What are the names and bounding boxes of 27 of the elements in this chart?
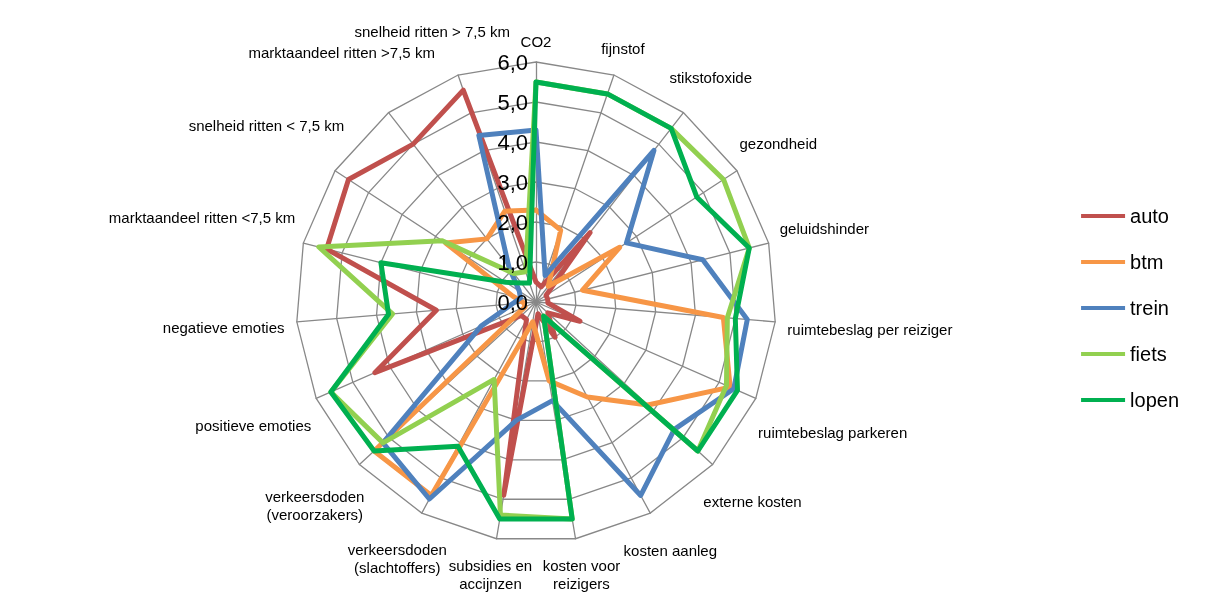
y-tick-label: 4,0: [497, 129, 528, 155]
spoke-label: kosten voor reizigers: [542, 556, 621, 592]
spoke-label: kosten aanleg: [623, 541, 717, 559]
legend-label: lopen: [1130, 389, 1179, 411]
y-tick-label: 6,0: [497, 49, 528, 75]
spoke-label: snelheid ritten < 7,5 km: [188, 117, 345, 135]
spoke-label: stikstofoxide: [669, 69, 752, 87]
y-tick-label: 5,0: [497, 89, 528, 115]
spoke-label: snelheid ritten > 7,5 km: [354, 23, 511, 41]
spoke-label: marktaandeel ritten >7,5 km: [248, 43, 435, 61]
spoke-label: verkeersdoden (slachtoffers): [347, 540, 447, 576]
spoke-label: gezondheid: [739, 135, 818, 153]
legend-label: trein: [1130, 297, 1169, 319]
spoke-label: geluidshinder: [779, 220, 869, 238]
spoke-label: ruimtebeslag parkeren: [758, 423, 908, 441]
spoke-label: verkeersdoden (veroorzakers): [265, 488, 365, 524]
spoke-label: ruimtebeslag per reiziger: [787, 321, 953, 339]
legend-label: auto: [1130, 205, 1169, 227]
spoke-label: fijnstof: [601, 40, 646, 58]
spoke-label: CO2: [520, 32, 552, 50]
spoke-label: marktaandeel ritten <7,5 km: [108, 208, 296, 226]
spoke-label: positieve emoties: [195, 417, 312, 435]
spoke-label: negatieve emoties: [162, 319, 285, 337]
spoke-label: subsidies en accijnzen: [448, 557, 533, 593]
spoke-label: externe kosten: [703, 492, 802, 510]
legend-label: fiets: [1130, 343, 1167, 365]
legend-label: btm: [1130, 251, 1164, 273]
